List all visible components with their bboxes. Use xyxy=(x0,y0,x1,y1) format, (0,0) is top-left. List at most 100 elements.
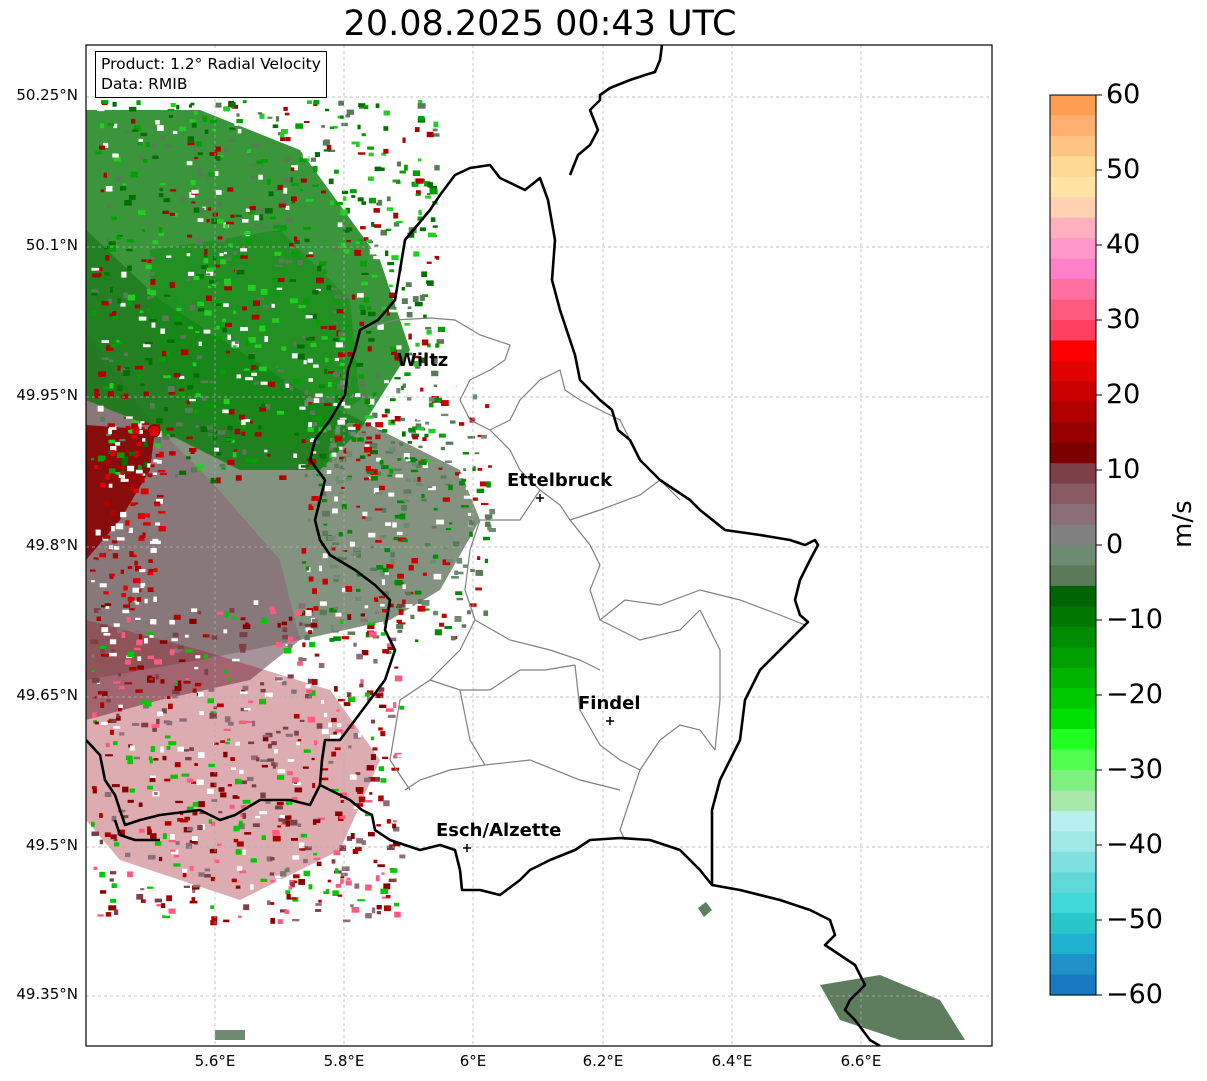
echo-speckle xyxy=(217,322,221,328)
echo-speckle xyxy=(122,183,127,186)
germany-border-east xyxy=(711,883,881,1046)
echo-speckle xyxy=(227,187,234,192)
echo-speckle xyxy=(277,919,283,925)
echo-speckle xyxy=(196,355,203,360)
echo-speckle xyxy=(316,473,323,477)
echo-speckle xyxy=(357,732,362,738)
echo-speckle xyxy=(122,786,129,793)
echo-speckle xyxy=(396,624,404,629)
echo-speckle xyxy=(105,754,113,757)
echo-speckle xyxy=(265,208,273,214)
echo-speckle xyxy=(162,755,167,761)
echo-speckle xyxy=(377,199,383,206)
echo-speckle xyxy=(317,140,325,145)
echo-speckle xyxy=(273,292,280,297)
echo-speckle xyxy=(113,726,121,729)
echo-speckle xyxy=(150,619,157,625)
echo-speckle xyxy=(392,802,397,808)
echo-speckle xyxy=(167,108,175,111)
echo-speckle xyxy=(169,649,175,655)
echo-speckle xyxy=(343,919,351,923)
echo-speckle xyxy=(346,877,351,881)
echo-speckle xyxy=(313,100,320,105)
echo-speckle xyxy=(391,767,399,771)
echo-speckle xyxy=(402,584,406,590)
echo-speckle xyxy=(339,362,344,366)
echo-se-patch-2 xyxy=(698,902,712,917)
echo-speckle xyxy=(127,429,135,433)
echo-speckle xyxy=(381,152,387,156)
echo-speckle xyxy=(439,622,445,627)
echo-speckle xyxy=(224,251,228,255)
echo-speckle xyxy=(116,339,120,343)
product-info-box: Product: 1.2° Radial Velocity Data: RMIB xyxy=(95,51,327,98)
echo-speckle xyxy=(214,336,222,340)
echo-speckle xyxy=(347,352,353,357)
echo-speckle xyxy=(212,656,217,660)
echo-speckle xyxy=(345,114,351,118)
echo-speckle xyxy=(106,344,114,351)
echo-speckle xyxy=(265,892,269,897)
echo-speckle xyxy=(337,732,341,739)
echo-speckle xyxy=(285,820,290,827)
echo-speckle xyxy=(357,152,366,155)
echo-speckle xyxy=(258,366,267,372)
echo-speckle xyxy=(233,449,238,452)
echo-speckle xyxy=(445,483,450,486)
echo-speckle xyxy=(189,448,197,452)
echo-speckle xyxy=(299,188,303,192)
echo-speckle xyxy=(233,345,237,349)
echo-speckle xyxy=(468,520,475,526)
echo-speckle xyxy=(128,477,137,480)
echo-speckle xyxy=(236,269,245,275)
echo-speckle xyxy=(177,680,182,687)
colorbar-tick-label: 40 xyxy=(1106,229,1141,260)
echo-speckle xyxy=(349,774,357,780)
echo-speckle xyxy=(269,606,275,611)
city-label-wiltz: Wiltz xyxy=(397,350,449,371)
echo-speckle xyxy=(114,842,120,847)
echo-speckle xyxy=(109,878,114,882)
echo-speckle xyxy=(99,552,106,558)
echo-speckle xyxy=(142,532,146,539)
echo-speckle xyxy=(313,819,321,824)
echo-speckle xyxy=(311,496,319,501)
echo-speckle xyxy=(319,601,327,606)
echo-speckle xyxy=(361,650,369,656)
echo-speckle xyxy=(394,514,403,519)
echo-speckle xyxy=(124,682,133,685)
echo-speckle xyxy=(334,436,343,442)
colorbar-band xyxy=(1050,892,1096,914)
echo-speckle xyxy=(267,743,272,749)
echo-speckle xyxy=(448,384,457,388)
echo-speckle xyxy=(357,899,365,902)
echo-speckle xyxy=(100,483,106,488)
echo-speckle xyxy=(297,353,305,360)
echo-speckle xyxy=(414,361,418,367)
echo-speckle xyxy=(343,448,347,454)
colorbar-band xyxy=(1050,667,1096,689)
echo-speckle xyxy=(357,292,364,298)
echo-speckle xyxy=(105,255,110,261)
echo-speckle xyxy=(329,458,333,463)
echo-speckle xyxy=(137,141,143,146)
echo-speckle xyxy=(162,315,169,322)
echo-speckle xyxy=(197,218,204,222)
echo-speckle xyxy=(129,452,136,456)
echo-speckle xyxy=(445,407,453,410)
echo-speckle xyxy=(91,670,95,673)
echo-speckle xyxy=(185,678,190,680)
echo-speckle xyxy=(454,570,459,576)
echo-speckle xyxy=(310,438,315,441)
echo-speckle xyxy=(488,465,492,468)
echo-speckle xyxy=(211,821,216,827)
echo-speckle xyxy=(399,442,404,446)
echo-speckle xyxy=(241,780,247,785)
echo-speckle xyxy=(354,546,362,551)
echo-speckle xyxy=(215,219,224,224)
echo-speckle xyxy=(218,811,223,814)
echo-speckle xyxy=(136,894,144,900)
colorbar-band xyxy=(1050,770,1096,792)
echo-speckle xyxy=(107,391,114,397)
echo-speckle xyxy=(377,324,384,330)
